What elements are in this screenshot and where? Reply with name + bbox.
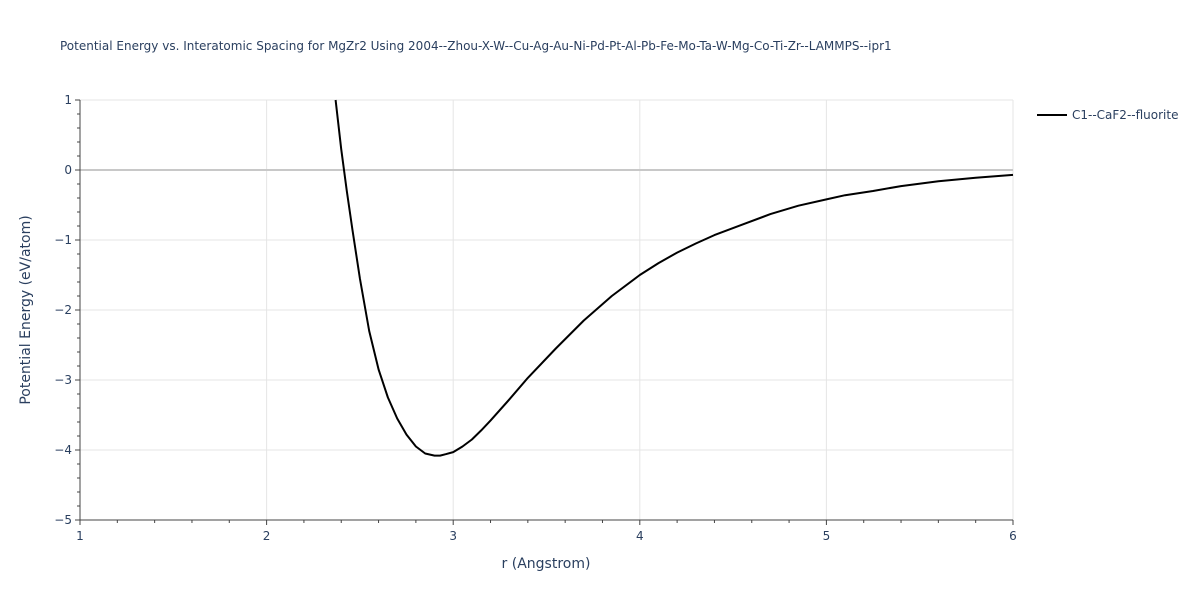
y-tick-label: 0 [64,163,72,177]
y-tick-label: −4 [54,443,72,457]
y-tick-label: −5 [54,513,72,527]
chart-title: Potential Energy vs. Interatomic Spacing… [60,39,892,53]
grid-layer [80,99,1014,520]
x-axis-label: r (Angstrom) [502,556,591,572]
x-tick-label: 6 [1009,529,1017,543]
legend-label: C1--CaF2--fluorite [1072,108,1178,122]
axis-layer: 1 2 3 4 5 6 1 0 −1 −2 −3 −4 −5 [54,93,1017,543]
x-tick-label: 2 [263,529,271,543]
y-tick-label: −1 [54,233,72,247]
legend[interactable]: C1--CaF2--fluorite [1037,108,1178,122]
x-tick-label: 4 [636,529,644,543]
series-line [334,99,1014,457]
plot-layer [334,99,1014,457]
x-tick-label: 5 [823,529,831,543]
y-tick-label: 1 [64,93,72,107]
x-tick-label: 1 [76,529,84,543]
y-tick-label: −3 [54,373,72,387]
y-axis-label: Potential Energy (eV/atom) [18,215,34,404]
legend-item[interactable]: C1--CaF2--fluorite [1037,108,1178,122]
y-tick-label: −2 [54,303,72,317]
x-tick-label: 3 [449,529,457,543]
